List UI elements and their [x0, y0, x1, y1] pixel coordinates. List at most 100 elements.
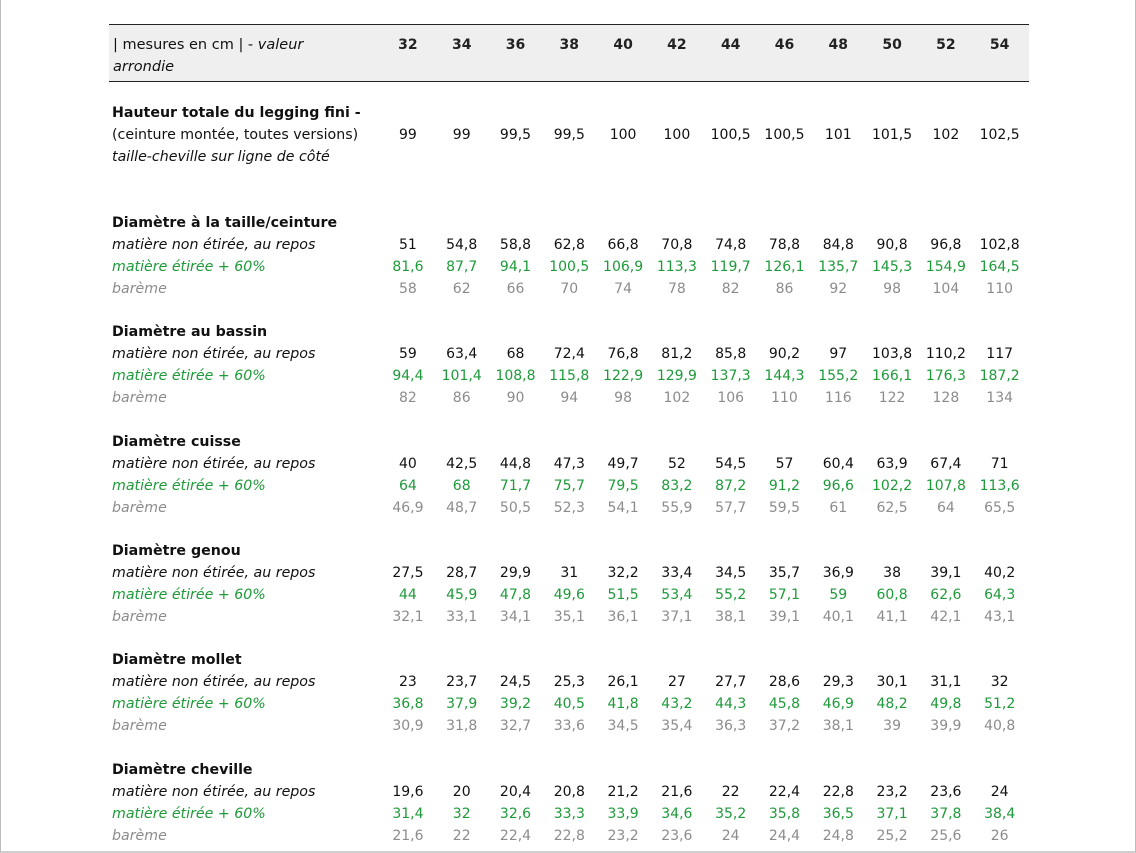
value-cell: 44	[398, 587, 417, 603]
value-cell: 40,5	[553, 696, 585, 712]
value-cell: 64,3	[984, 587, 1016, 603]
value-cell: 98	[883, 281, 901, 297]
value-cell: 99	[398, 127, 417, 143]
value-cell: 68	[452, 478, 471, 494]
value-cell: 31,4	[392, 806, 424, 822]
row-values: 30,9 31,8 32,7 33,6 34,5 35,4 36,3 37,2 38,1 39 39…	[381, 715, 1027, 737]
value-cell: 34,1	[499, 609, 532, 625]
size-header-cell: 54	[989, 37, 1010, 53]
value-cell: 50,5	[499, 500, 532, 516]
value-cell: 30,9	[392, 718, 424, 734]
value-cell: 35,4	[661, 718, 693, 734]
value-cell: 94	[560, 390, 579, 406]
value-cell: 59	[829, 587, 848, 603]
value-cell: 58	[398, 281, 417, 297]
value-cell: 51,2	[984, 696, 1016, 712]
value-cell: 20,8	[553, 784, 585, 800]
value-cell: 106	[717, 390, 745, 406]
value-cell: 94,4	[392, 368, 424, 384]
value-cell: 51	[398, 237, 417, 253]
value-cell: 64	[398, 478, 417, 494]
value-cell: 47,8	[499, 587, 532, 603]
value-cell: 38,4	[984, 806, 1016, 822]
value-cell: 100,5	[764, 127, 805, 143]
value-cell: 99	[452, 127, 471, 143]
row-values: 64 68 71,7 75,7 79,5 83,2 87,2 91,2 96,6 102,2 107…	[381, 475, 1027, 497]
value-cell: 75,7	[553, 478, 585, 494]
table-row: barème 46,9 48,7 50,5 52,3 54,1 55,9 57,7 59,5 61…	[109, 497, 1029, 519]
section-hauteur: Hauteur totale du legging fini - (ceintu…	[109, 102, 1029, 168]
value-cell: 35,7	[768, 565, 801, 581]
value-cell: 25,6	[930, 828, 962, 844]
table-row: matière non étirée, au repos 27,5 28,7 29,9…	[109, 562, 1029, 584]
value-cell: 25,2	[876, 828, 908, 844]
value-cell: 164,5	[979, 259, 1020, 275]
value-cell: 154,9	[925, 259, 966, 275]
value-cell: 74,8	[715, 237, 747, 253]
value-cell: 32,2	[607, 565, 639, 581]
value-cell: 38,1	[715, 609, 747, 625]
row-values: 99 99 99,5 99,5 100 100 100,5 100,5 101 …	[381, 124, 1027, 146]
value-cell: 66	[506, 281, 525, 297]
row-label: matière non étirée, au repos	[112, 237, 316, 253]
table-row: matière non étirée, au repos 59 63,4 68 72,4…	[109, 343, 1029, 365]
value-cell: 30,1	[876, 674, 908, 690]
table-row: Diamètre genou	[109, 540, 1029, 562]
value-cell: 100,5	[710, 127, 751, 143]
value-cell: 49,6	[553, 587, 585, 603]
section-title: Diamètre cuisse	[112, 434, 241, 450]
value-cell: 23,2	[876, 784, 908, 800]
size-header-cell: 36	[505, 37, 526, 53]
value-cell: 79,5	[607, 478, 639, 494]
value-cell: 90,2	[768, 346, 801, 362]
value-cell: 21,2	[607, 784, 639, 800]
value-cell: 82	[721, 281, 740, 297]
value-cell: 39	[883, 718, 901, 734]
row-label: taille-cheville sur ligne de côté	[112, 149, 330, 165]
row-label: barème	[112, 609, 167, 625]
value-cell: 117	[986, 346, 1014, 362]
row-label: matière non étirée, au repos	[112, 784, 316, 800]
header-label-units: | mesures en cm | -	[113, 37, 258, 53]
value-cell: 70	[560, 281, 579, 297]
value-cell: 45,8	[768, 696, 801, 712]
row-values: 27,5 28,7 29,9 31 32,2 33,4 34,5 35,7 36,9 38 39,1…	[381, 562, 1027, 584]
value-cell: 94,1	[499, 259, 532, 275]
value-cell: 53,4	[661, 587, 693, 603]
value-cell: 110	[771, 390, 798, 406]
table-row: matière non étirée, au repos 19,6 20 20,4 20…	[109, 781, 1029, 803]
value-cell: 33,4	[661, 565, 693, 581]
value-cell: 33,6	[553, 718, 585, 734]
value-cell: 96,8	[930, 237, 962, 253]
value-cell: 67,4	[930, 456, 962, 472]
value-cell: 29,3	[822, 674, 854, 690]
value-cell: 102	[663, 390, 691, 406]
value-cell: 87,2	[715, 478, 747, 494]
value-cell: 27,5	[392, 565, 424, 581]
value-cell: 62,6	[930, 587, 962, 603]
row-values: 32,1 33,1 34,1 35,1 36,1 37,1 38,1 39,1 40,1 41,1…	[381, 606, 1027, 628]
table-row: matière étirée + 60% 36,8 37,9 39,2 40,5 41,8…	[109, 693, 1029, 715]
value-cell: 90,8	[876, 237, 908, 253]
value-cell: 37,2	[768, 718, 801, 734]
value-cell: 42,1	[930, 609, 962, 625]
value-cell: 32,1	[392, 609, 424, 625]
value-cell: 24	[721, 828, 740, 844]
row-values: 23 23,7 24,5 25,3 26,1 27 27,7 28,6 29,3 30,1 31,1…	[381, 671, 1027, 693]
value-cell: 100	[609, 127, 637, 143]
row-label: matière non étirée, au repos	[112, 565, 316, 581]
value-cell: 23,6	[661, 828, 693, 844]
value-cell: 33,3	[553, 806, 585, 822]
section-title: Diamètre au bassin	[112, 324, 268, 340]
value-cell: 76,8	[607, 346, 639, 362]
table-row: Hauteur totale du legging fini -	[109, 102, 1029, 124]
value-cell: 110	[986, 281, 1014, 297]
value-cell: 82	[398, 390, 417, 406]
table-row: matière étirée + 60% 81,6 87,7 94,1 100,5 106…	[109, 256, 1029, 278]
value-cell: 20,4	[499, 784, 532, 800]
size-header-cell: 42	[667, 37, 687, 53]
row-values: 81,6 87,7 94,1 100,5 106,9 113,3 119,7 126,1 135…	[381, 256, 1027, 278]
value-cell: 41,1	[876, 609, 908, 625]
value-cell: 100,5	[549, 259, 590, 275]
value-cell: 62,8	[553, 237, 585, 253]
